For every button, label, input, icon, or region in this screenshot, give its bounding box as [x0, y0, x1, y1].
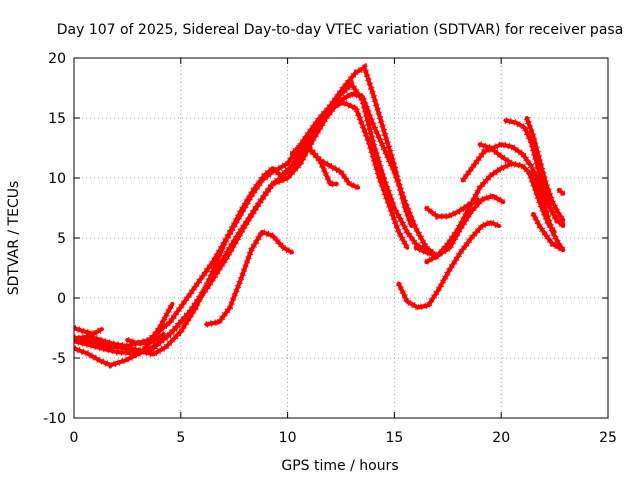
series-track-16	[477, 141, 514, 167]
series-markers	[504, 117, 565, 227]
series-track-8	[204, 228, 294, 328]
x-tick-label: 15	[385, 430, 403, 446]
grid-layer	[74, 58, 608, 418]
series-track-7	[125, 331, 166, 347]
series-track-6	[74, 324, 104, 338]
series-track-21	[556, 187, 566, 197]
ticks-layer: 0 5 10 15 20 25 -10 -5 0 5 10 15 20	[43, 51, 617, 446]
series-markers	[126, 331, 166, 347]
series-track-20	[530, 211, 566, 253]
y-tick-label: 0	[57, 291, 66, 307]
series-track-1	[74, 62, 415, 350]
y-tick-label: 10	[48, 171, 66, 187]
series-track-18	[523, 115, 566, 223]
y-axis-label: SDTVAR / TECUs	[6, 181, 22, 296]
series-track-14	[424, 196, 480, 220]
x-tick-label: 20	[492, 430, 510, 446]
series-line	[413, 193, 506, 259]
series-line	[396, 220, 502, 310]
series-markers	[205, 228, 294, 328]
y-tick-label: 5	[57, 231, 66, 247]
series-markers	[478, 141, 514, 167]
series-line	[526, 169, 557, 235]
series-track-17	[503, 117, 566, 227]
series-markers	[289, 141, 360, 191]
x-tick-label: 5	[176, 430, 185, 446]
y-tick-label: -10	[43, 411, 66, 427]
series-track-5	[74, 301, 176, 369]
series-line	[306, 145, 339, 187]
series-markers	[523, 116, 566, 222]
series-track-10	[306, 145, 339, 188]
series-track-9	[289, 141, 361, 191]
series-markers	[395, 218, 501, 312]
series-markers	[556, 187, 566, 197]
series-markers	[74, 62, 415, 350]
x-axis-label: GPS time / hours	[281, 458, 398, 474]
series-line	[74, 301, 175, 368]
series-layer	[74, 62, 566, 369]
y-tick-label: 20	[48, 51, 66, 67]
x-tick-label: 25	[599, 430, 617, 446]
series-track-11	[395, 218, 502, 312]
x-tick-label: 10	[279, 430, 297, 446]
series-track-13	[413, 192, 506, 260]
chart-title: Day 107 of 2025, Sidereal Day-to-day VTE…	[57, 22, 624, 38]
series-line	[74, 325, 104, 337]
y-tick-label: -5	[52, 351, 66, 367]
x-tick-label: 0	[70, 430, 79, 446]
series-markers	[74, 98, 411, 358]
series-track-19	[525, 169, 558, 235]
series-line	[424, 197, 480, 219]
y-tick-label: 15	[48, 111, 66, 127]
series-line	[531, 211, 566, 253]
